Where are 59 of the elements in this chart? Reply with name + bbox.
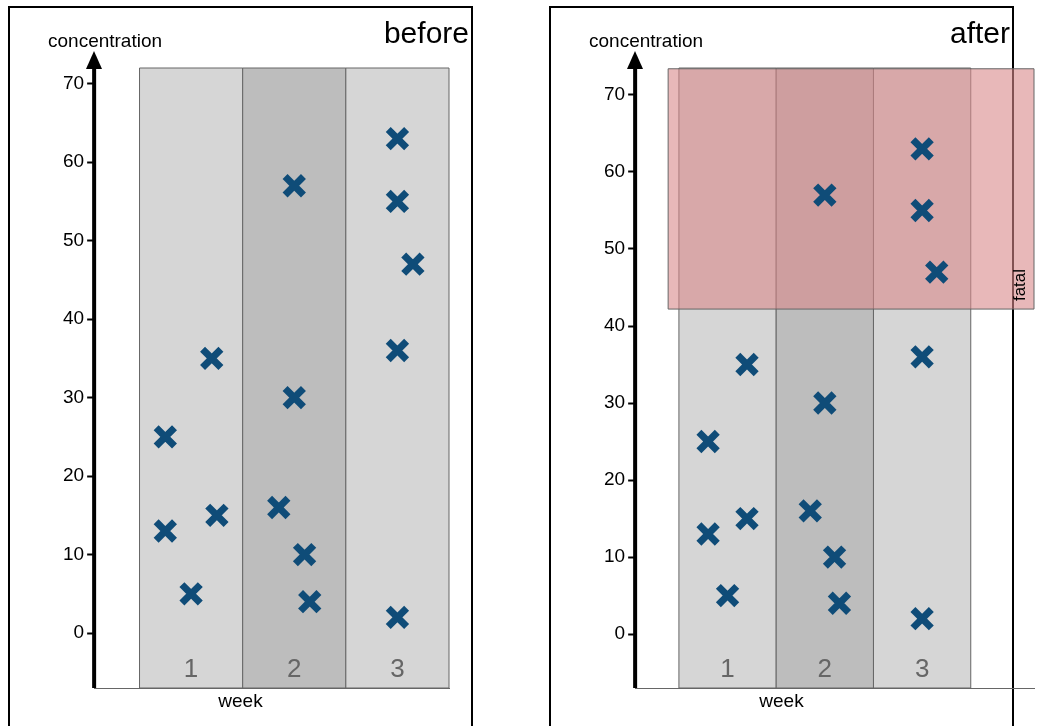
point	[178, 581, 204, 607]
point	[909, 136, 935, 162]
y-tick-label: 50	[603, 237, 626, 259]
point	[812, 390, 838, 416]
y-tick-label: 40	[62, 307, 85, 329]
point	[400, 251, 426, 277]
point	[797, 498, 823, 524]
chart-title: before	[383, 16, 469, 50]
point	[384, 337, 411, 364]
point	[695, 521, 721, 547]
y-tick-label: 50	[62, 228, 85, 250]
y-tick-label: 70	[603, 83, 626, 105]
y-tick-label: 30	[62, 385, 85, 407]
x-tick-label: 3	[914, 652, 930, 683]
point	[714, 582, 741, 609]
y-tick-label: 0	[614, 622, 626, 644]
point	[266, 494, 292, 521]
y-axis-title: concentration	[48, 30, 163, 52]
point	[199, 345, 225, 372]
point	[812, 182, 838, 208]
y-axis-title: concentration	[589, 30, 704, 52]
y-tick-label: 40	[603, 314, 626, 336]
x-tick-label: 2	[817, 652, 833, 683]
chart-title: after	[949, 16, 1010, 50]
point	[291, 541, 318, 568]
y-tick-label: 60	[603, 160, 626, 182]
point	[384, 604, 411, 631]
y-tick-label: 60	[62, 150, 85, 172]
y-tick-label: 20	[62, 464, 85, 486]
point	[909, 197, 935, 224]
x-tick-label: 1	[183, 652, 199, 683]
point	[821, 544, 848, 570]
point	[384, 125, 411, 152]
x-axis-title: week	[217, 690, 264, 712]
point	[695, 428, 721, 455]
band-label: fatal	[1009, 268, 1029, 302]
point	[297, 588, 323, 615]
point	[384, 188, 411, 215]
point	[281, 173, 307, 199]
x-tick-label: 1	[720, 652, 735, 683]
point	[281, 384, 307, 411]
point	[734, 351, 760, 378]
point	[826, 590, 853, 616]
point	[909, 605, 935, 632]
point	[152, 424, 179, 450]
y-tick-label: 10	[62, 542, 85, 564]
x-tick-label: 3	[390, 652, 405, 683]
y-tick-label: 20	[603, 468, 626, 490]
y-tick-label: 70	[62, 71, 85, 93]
point	[152, 518, 179, 544]
point	[734, 505, 760, 532]
point	[204, 502, 230, 529]
x-tick-label: 2	[287, 652, 302, 683]
point	[909, 344, 935, 370]
y-tick-label: 10	[603, 545, 626, 567]
point	[924, 259, 950, 285]
x-axis-title: week	[758, 690, 805, 712]
y-tick-label: 0	[73, 621, 85, 643]
y-tick-label: 30	[603, 391, 626, 413]
